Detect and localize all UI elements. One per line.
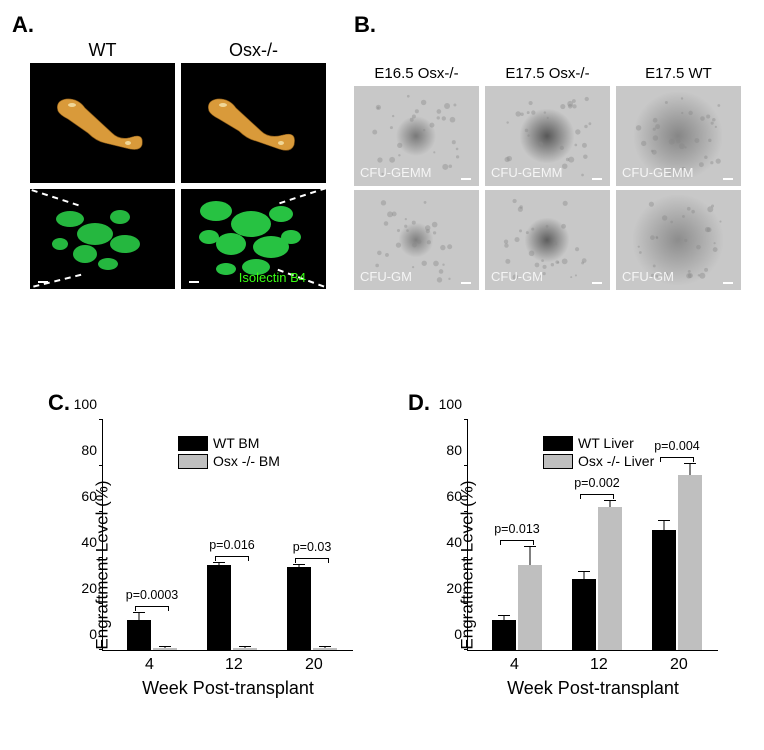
y-tick-label: 80 [81,442,97,458]
legend-wt: WT Liver [578,435,634,451]
p-value-label: p=0.03 [293,540,332,554]
p-value-label: p=0.016 [209,538,255,552]
p-value-label: p=0.0003 [126,588,178,602]
panel-B: E16.5 Osx-/- E17.5 Osx-/- E17.5 WT CFU-G… [354,65,749,290]
cfu-image: CFU-GEMM [485,86,610,186]
figure-root: A. B. C. D. WT Osx-/- [10,10,754,740]
chartD-xlabel: Week Post-transplant [507,678,679,699]
panel-label-A: A. [12,12,34,38]
p-value-label: p=0.013 [494,522,540,536]
y-tick-label: 20 [446,580,462,596]
y-tick-label: 60 [446,488,462,504]
x-tick-label: 20 [670,656,688,674]
panel-label-B: B. [354,12,376,38]
panelA-photo-WT [30,63,175,183]
y-tick-label: 40 [81,534,97,550]
y-tick-label: 100 [439,396,462,412]
panelB-grid: CFU-GEMM CFU-GEMM [354,86,749,290]
chartD-legend: WT Liver Osx -/- Liver [543,434,654,470]
x-tick-label: 4 [510,656,519,674]
y-tick-label: 80 [446,442,462,458]
p-value-label: p=0.002 [574,476,620,490]
panelB-col0: E16.5 Osx-/- [354,65,479,82]
panelA-photo-Osx [181,63,326,183]
scale-bar-icon [38,281,48,283]
chartC-plot: WT BM Osx -/- BM Week Post-transplant 02… [102,420,353,651]
legend-ko: Osx -/- Liver [578,453,654,469]
fluor-vasculature-icon [30,189,175,289]
chart-C: Engraftment Level (%) WT BM Osx -/- BM W… [40,410,380,720]
legend-ko: Osx -/- BM [213,453,280,469]
panelA-col-WT: WT [30,40,175,61]
cfu-image: CFU-GEMM [354,86,479,186]
y-tick-label: 60 [81,488,97,504]
cfu-image: CFU-GM [485,190,610,290]
chart-D: Engraftment Level (%) WT Liver Osx -/- L… [405,410,745,720]
legend-wt: WT BM [213,435,259,451]
panel-A: WT Osx-/- [30,40,330,289]
x-tick-label: 20 [305,656,323,674]
x-tick-label: 12 [225,656,243,674]
bone-shape-icon [42,93,158,153]
chartD-plot: WT Liver Osx -/- Liver Week Post-transpl… [467,420,718,651]
chartC-xlabel: Week Post-transplant [142,678,314,699]
y-tick-label: 0 [89,626,97,642]
y-tick-label: 40 [446,534,462,550]
y-tick-label: 20 [81,580,97,596]
cfu-image: CFU-GM [354,190,479,290]
panelB-col1: E17.5 Osx-/- [485,65,610,82]
panelA-fluor-Osx: Isolectin B4 [181,189,326,289]
panelA-col-Osx: Osx-/- [181,40,326,61]
y-tick-label: 100 [74,396,97,412]
bone-shape-icon [193,93,309,153]
panelA-fluor-WT [30,189,175,289]
cfu-image: CFU-GEMM [616,86,741,186]
p-value-label: p=0.004 [654,439,700,453]
scale-bar-icon [189,281,199,283]
chartC-legend: WT BM Osx -/- BM [178,434,280,470]
fluor-stain-label: Isolectin B4 [239,270,306,285]
y-tick-label: 0 [454,626,462,642]
x-tick-label: 12 [590,656,608,674]
x-tick-label: 4 [145,656,154,674]
panelB-col2: E17.5 WT [616,65,741,82]
cfu-image: CFU-GM [616,190,741,290]
